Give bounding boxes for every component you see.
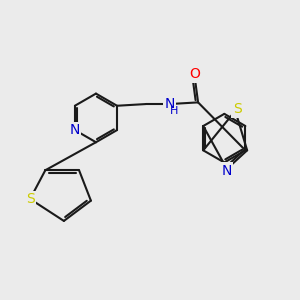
Text: S: S bbox=[232, 102, 242, 116]
Text: N: N bbox=[164, 97, 175, 111]
Text: H: H bbox=[170, 106, 178, 116]
Text: N: N bbox=[70, 123, 80, 137]
Text: N: N bbox=[222, 164, 232, 178]
Text: O: O bbox=[189, 67, 200, 81]
Text: S: S bbox=[26, 192, 34, 206]
